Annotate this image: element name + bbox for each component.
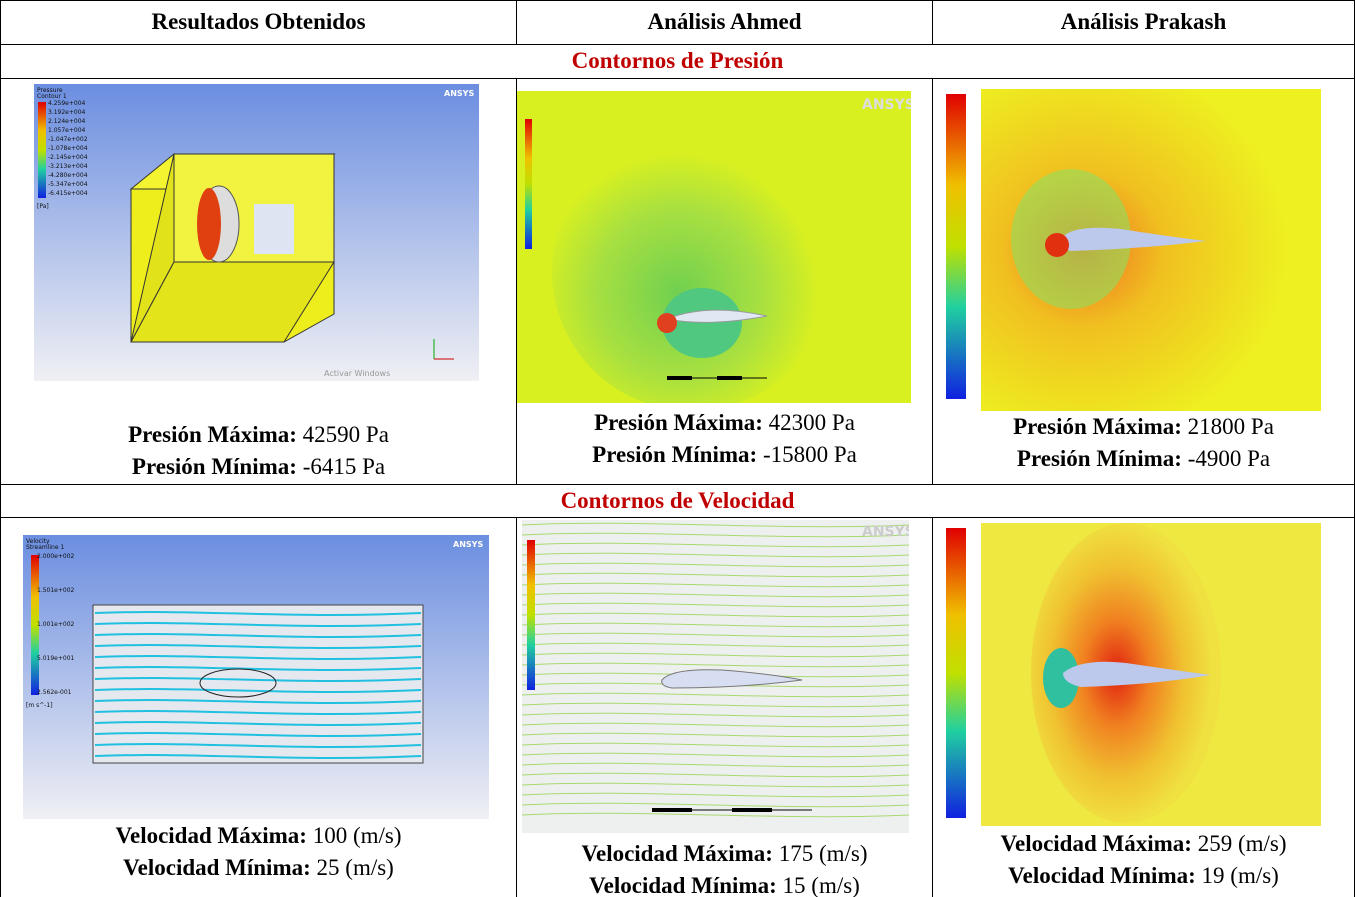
pressure-image: ANSYS: [517, 91, 911, 403]
legend-value: 2.000e+002: [37, 553, 75, 560]
legend-value: 1.057e+004: [48, 127, 86, 134]
result-value: -6415 Pa: [303, 454, 385, 479]
result-value: -15800 Pa: [763, 442, 857, 467]
logo: ANSYS: [862, 524, 909, 540]
logo: ANSYS: [453, 540, 483, 549]
legend-value: -5.347e+004: [48, 181, 88, 188]
velocity-image: ANSYS: [522, 520, 909, 833]
result-label: Velocidad Máxima:: [115, 823, 306, 848]
result-value: 175 (m/s): [779, 841, 868, 866]
legend-value: -4.280e+004: [48, 172, 88, 179]
result-line: Presión Mínima: -4900 Pa: [933, 443, 1354, 475]
result-line: Velocidad Mínima: 25 (m/s): [1, 852, 516, 884]
result-value: 42300 Pa: [769, 410, 855, 435]
legend-value: -1.047e+002: [48, 136, 88, 143]
legend-value: -2.145e+004: [48, 154, 88, 161]
result-line: Presión Máxima: 21800 Pa: [933, 411, 1354, 443]
legend-value: -1.078e+004: [48, 145, 88, 152]
pressure-image: Pressure Contour 1 4.259e+0043.192e+0042…: [34, 84, 479, 381]
result-label: Presión Máxima:: [1013, 414, 1182, 439]
legend-value: 4.259e+004: [48, 100, 86, 107]
result-value: 259 (m/s): [1198, 831, 1287, 856]
legend-value: 2.124e+004: [48, 118, 86, 125]
header-cell: Resultados Obtenidos: [0, 0, 517, 45]
legend-value: 2.562e-001: [37, 689, 72, 696]
result-line: Presión Máxima: 42590 Pa: [1, 419, 516, 451]
legend-value: -3.213e+004: [48, 163, 88, 170]
legend-value: 1.001e+002: [37, 621, 75, 628]
result-line: Velocidad Máxima: 175 (m/s): [517, 838, 932, 870]
header-cell: Análisis Prakash: [932, 0, 1355, 45]
legend-subtitle: Streamline 1: [26, 544, 64, 551]
legend-value: -6.415e+004: [48, 190, 88, 197]
result-line: Velocidad Máxima: 100 (m/s): [1, 820, 516, 852]
result-label: Presión Máxima:: [594, 410, 763, 435]
legend-value: 3.192e+004: [48, 109, 86, 116]
pressure-image: [941, 89, 1346, 411]
result-line: Presión Máxima: 42300 Pa: [517, 407, 932, 439]
result-label: Presión Mínima:: [1017, 446, 1182, 471]
legend-value: 1.501e+002: [37, 587, 75, 594]
result-label: Velocidad Mínima:: [1008, 863, 1196, 888]
legend-value: 5.019e+001: [37, 655, 75, 662]
result-label: Velocidad Mínima:: [589, 873, 777, 897]
result-value: 42590 Pa: [303, 422, 389, 447]
section-title: Contornos de Presión: [0, 44, 1355, 79]
result-value: -4900 Pa: [1188, 446, 1270, 471]
result-value: 15 (m/s): [783, 873, 860, 897]
header-cell: Análisis Ahmed: [516, 0, 933, 45]
result-label: Velocidad Máxima:: [581, 841, 772, 866]
result-line: Presión Mínima: -15800 Pa: [517, 439, 932, 471]
result-line: Velocidad Máxima: 259 (m/s): [933, 828, 1354, 860]
result-line: Velocidad Mínima: 19 (m/s): [933, 860, 1354, 892]
legend-unit: [Pa]: [37, 203, 49, 210]
cell: ANSYS Velocidad Máxima: 175 (m/s)Velocid…: [516, 517, 933, 897]
watermark: Activar Windows: [324, 369, 390, 378]
result-label: Velocidad Mínima:: [123, 855, 311, 880]
legend-unit: [m s^-1]: [26, 702, 53, 709]
velocity-image: Velocity Streamline 1 2.000e+0021.501e+0…: [23, 535, 489, 819]
velocity-image: [941, 523, 1331, 826]
result-value: 100 (m/s): [313, 823, 402, 848]
result-value: 25 (m/s): [317, 855, 394, 880]
cell: Velocidad Máxima: 259 (m/s)Velocidad Mín…: [932, 517, 1355, 897]
result-line: Presión Mínima: -6415 Pa: [1, 451, 516, 483]
result-value: 21800 Pa: [1188, 414, 1274, 439]
result-label: Presión Mínima:: [592, 442, 757, 467]
result-label: Presión Máxima:: [128, 422, 297, 447]
result-label: Presión Mínima:: [132, 454, 297, 479]
result-line: Velocidad Mínima: 15 (m/s): [517, 870, 932, 897]
legend-subtitle: Contour 1: [37, 93, 67, 100]
logo: ANSYS: [444, 89, 474, 98]
result-label: Velocidad Máxima:: [1000, 831, 1191, 856]
result-value: 19 (m/s): [1202, 863, 1279, 888]
logo: ANSYS: [862, 97, 911, 113]
page: Resultados Obtenidos Análisis Ahmed Anál…: [0, 0, 1355, 897]
section-title: Contornos de Velocidad: [0, 484, 1355, 518]
